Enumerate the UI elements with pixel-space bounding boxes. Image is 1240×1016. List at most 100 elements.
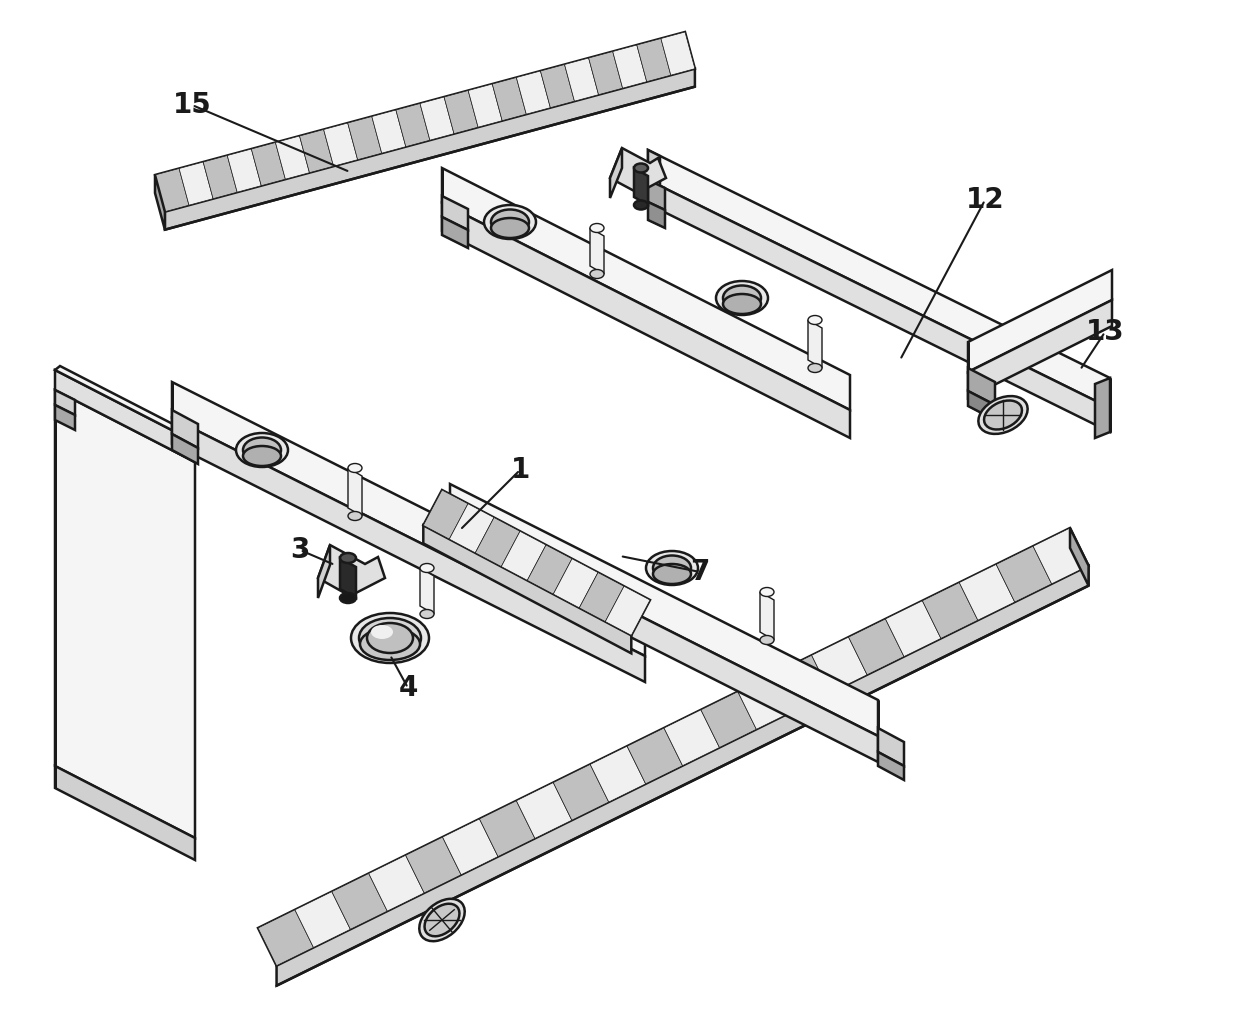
Ellipse shape [491,218,529,238]
Polygon shape [423,525,631,653]
Polygon shape [165,69,694,230]
Polygon shape [878,752,904,780]
Polygon shape [203,155,237,199]
Polygon shape [258,909,314,965]
Ellipse shape [360,618,422,658]
Polygon shape [649,180,1110,432]
Polygon shape [590,228,604,274]
Polygon shape [480,801,534,856]
Polygon shape [347,117,382,160]
Polygon shape [589,52,622,94]
Polygon shape [450,484,878,736]
Polygon shape [423,490,650,635]
Polygon shape [172,382,645,656]
Polygon shape [155,31,694,211]
Polygon shape [449,504,494,553]
Ellipse shape [634,200,649,209]
Polygon shape [605,586,650,635]
Polygon shape [155,169,188,211]
Polygon shape [610,148,666,193]
Polygon shape [968,391,994,420]
Polygon shape [923,582,978,638]
Text: 7: 7 [691,558,709,586]
Polygon shape [968,300,1112,398]
Ellipse shape [978,396,1028,434]
Polygon shape [441,196,467,230]
Ellipse shape [491,209,529,235]
Polygon shape [649,150,660,204]
Polygon shape [590,746,646,802]
Ellipse shape [420,564,434,572]
Ellipse shape [646,551,698,585]
Polygon shape [317,545,330,598]
Polygon shape [252,142,285,186]
Ellipse shape [723,294,761,314]
Polygon shape [396,104,430,146]
Polygon shape [55,390,74,415]
Ellipse shape [236,433,288,467]
Polygon shape [701,692,756,748]
Polygon shape [613,45,647,88]
Polygon shape [372,110,405,153]
Polygon shape [155,175,165,230]
Polygon shape [663,710,719,766]
Text: 4: 4 [398,674,418,702]
Polygon shape [172,434,198,464]
Ellipse shape [985,400,1022,430]
Polygon shape [610,148,622,198]
Polygon shape [968,368,994,405]
Polygon shape [553,764,609,820]
Polygon shape [579,572,624,622]
Polygon shape [295,892,351,948]
Polygon shape [649,150,1110,408]
Polygon shape [627,728,682,784]
Text: 3: 3 [290,536,310,564]
Ellipse shape [348,463,362,472]
Polygon shape [878,728,904,766]
Polygon shape [516,782,572,838]
Polygon shape [55,390,195,838]
Polygon shape [324,123,357,167]
Polygon shape [637,39,671,81]
Polygon shape [340,558,356,598]
Polygon shape [492,77,526,121]
Ellipse shape [760,587,774,596]
Ellipse shape [590,269,604,278]
Ellipse shape [808,364,822,373]
Polygon shape [227,149,262,192]
Ellipse shape [420,610,434,619]
Ellipse shape [808,316,822,324]
Ellipse shape [653,556,691,580]
Polygon shape [258,528,1089,965]
Polygon shape [1033,528,1089,584]
Ellipse shape [653,564,691,584]
Polygon shape [649,202,665,228]
Polygon shape [475,517,520,567]
Polygon shape [172,418,645,682]
Text: 1: 1 [511,456,529,484]
Polygon shape [968,270,1112,372]
Ellipse shape [484,205,536,239]
Polygon shape [317,545,384,596]
Polygon shape [738,674,794,729]
Ellipse shape [424,904,460,937]
Polygon shape [275,136,310,179]
Polygon shape [300,129,334,173]
Polygon shape [172,410,198,448]
Polygon shape [450,520,878,762]
Polygon shape [541,64,574,108]
Polygon shape [55,405,74,430]
Polygon shape [527,545,572,594]
Polygon shape [332,874,387,930]
Polygon shape [564,58,599,102]
Ellipse shape [360,628,420,660]
Ellipse shape [419,899,465,941]
Polygon shape [775,655,831,711]
Polygon shape [661,31,694,75]
Text: 15: 15 [172,91,211,119]
Ellipse shape [590,224,604,233]
Ellipse shape [351,613,429,663]
Polygon shape [501,531,546,580]
Polygon shape [179,162,213,205]
Ellipse shape [340,593,356,604]
